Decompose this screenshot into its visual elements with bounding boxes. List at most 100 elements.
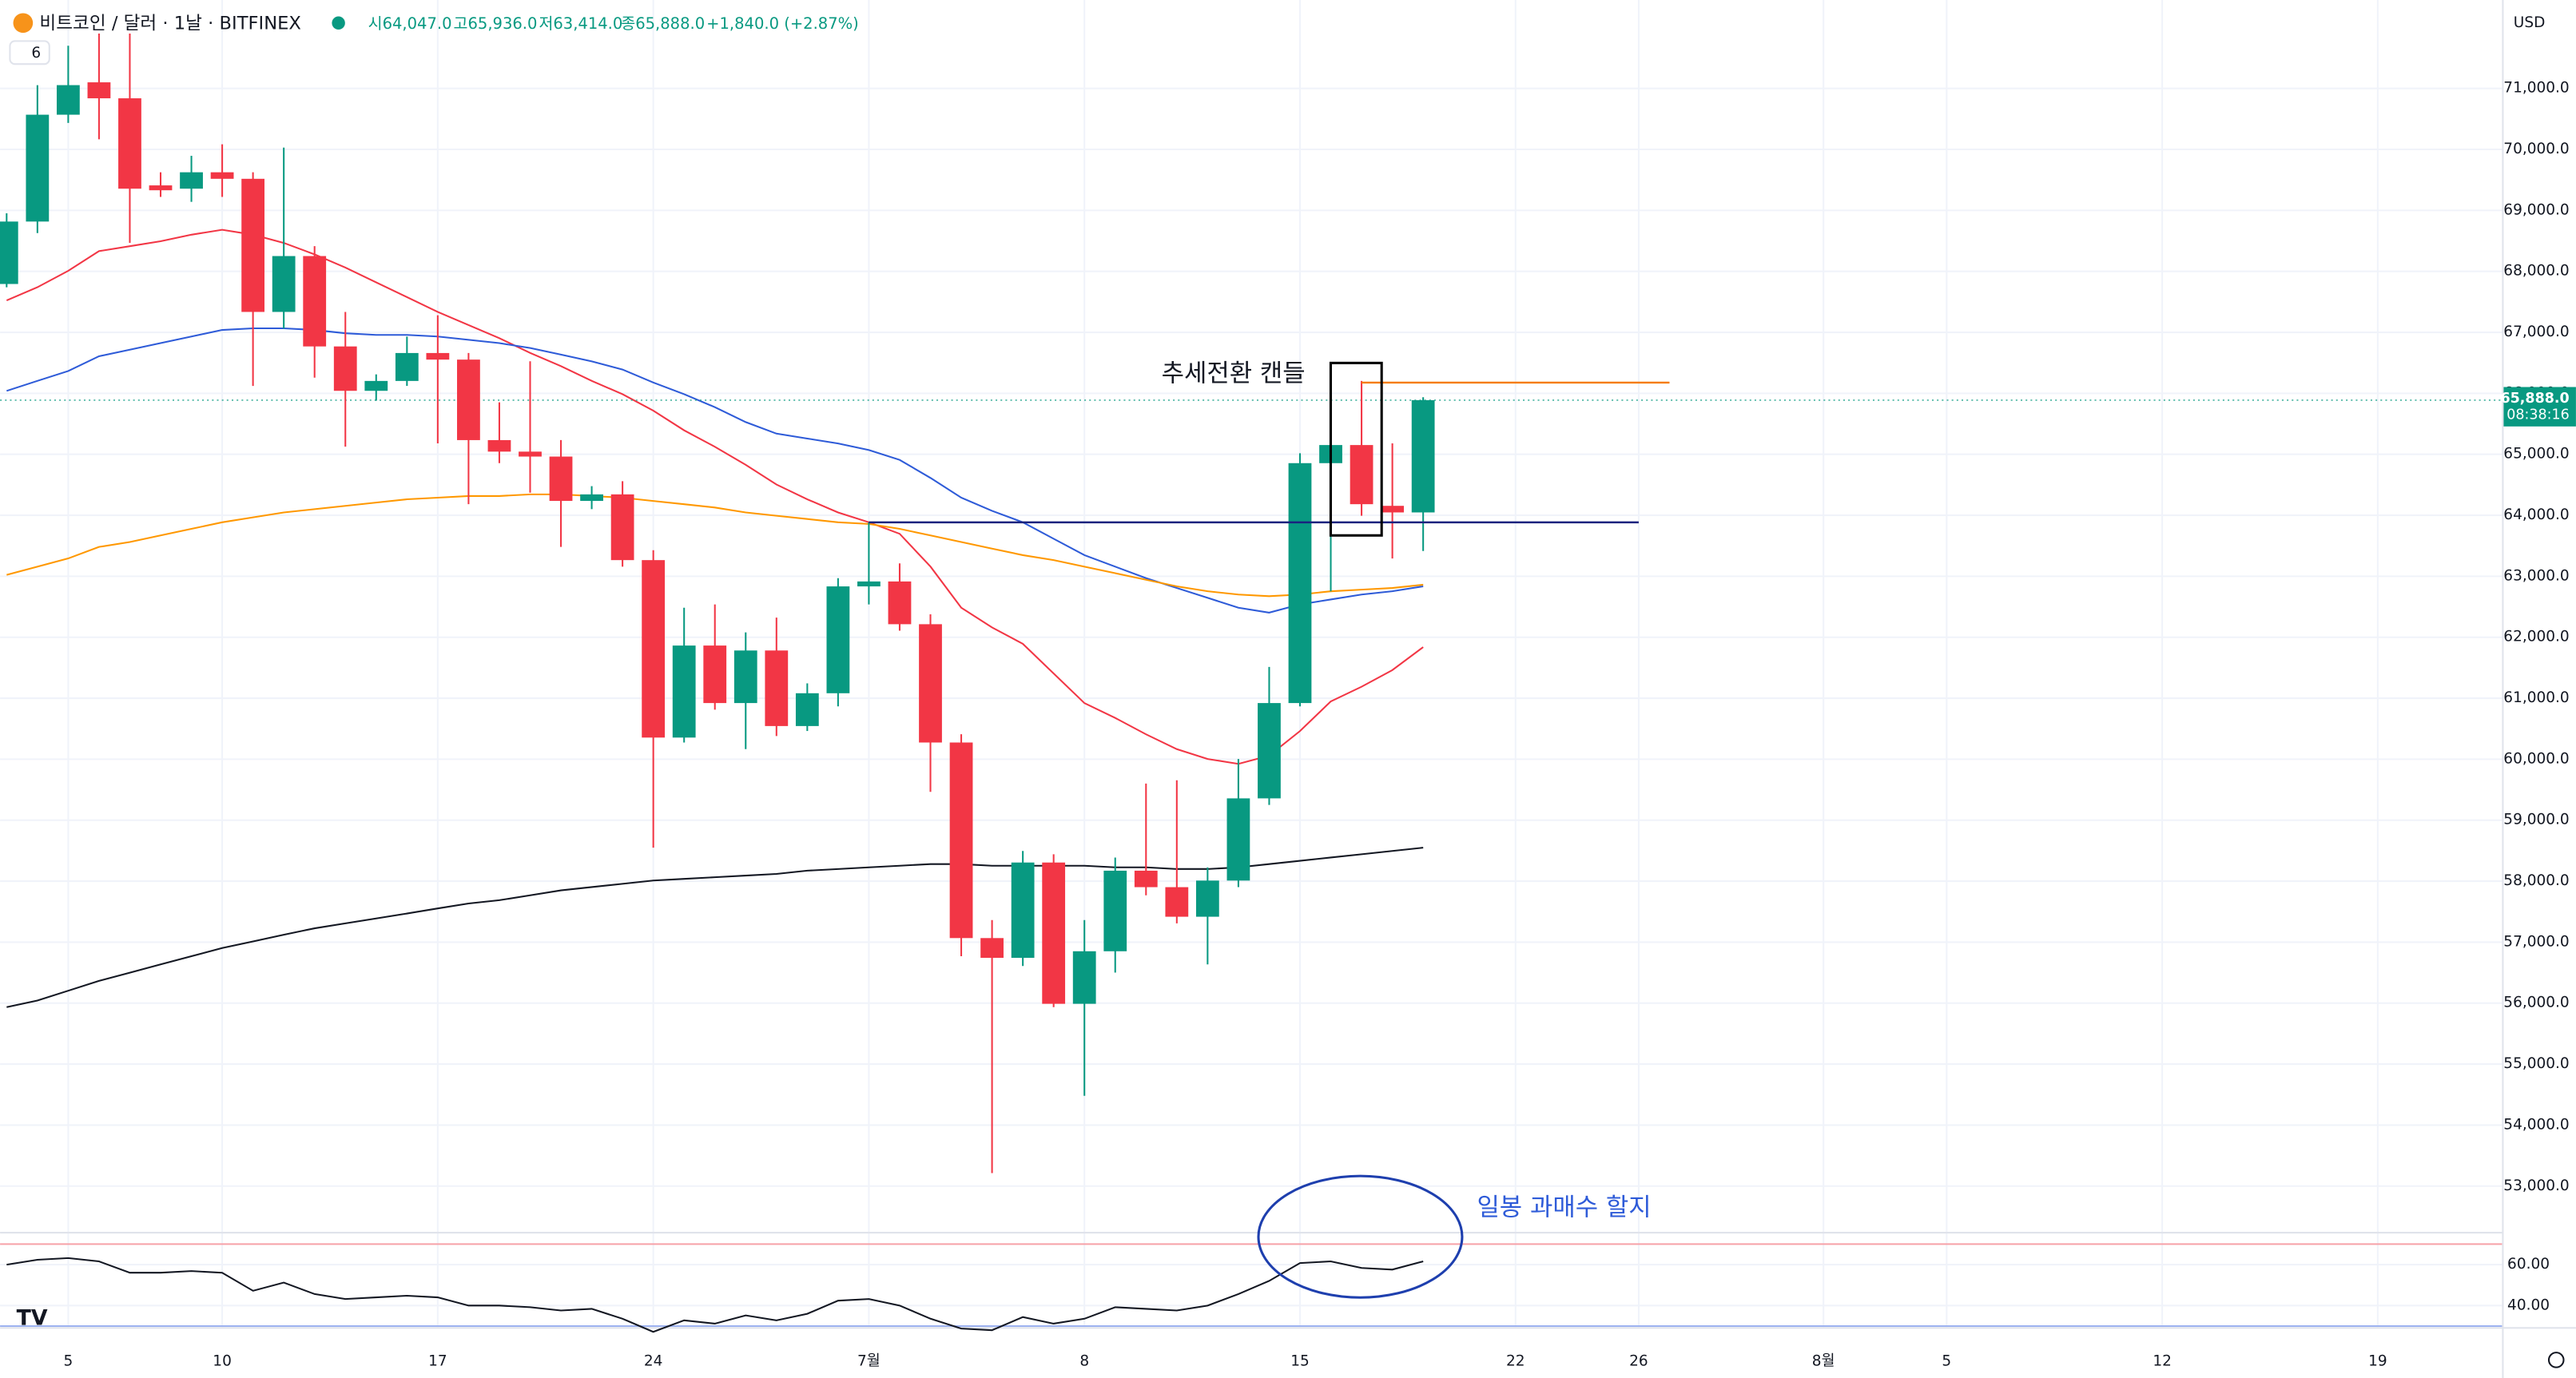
- moving-average: [6, 847, 1424, 1008]
- ohlc-high: 고65,936.0: [454, 14, 538, 32]
- x-tick-label: 24: [644, 1352, 663, 1369]
- candle-body: [610, 494, 634, 561]
- candle-body: [118, 98, 141, 189]
- candle-body: [487, 439, 511, 452]
- candle-body: [642, 560, 666, 738]
- plot: 53,000.0 54,000.0 55,000.0 56,000.0 57,000.0…: [0, 33, 2576, 1369]
- ohlc-open: 시64,047.0: [368, 14, 452, 32]
- candle-body: [395, 352, 419, 381]
- moving-average: [6, 493, 1424, 598]
- candle-body: [364, 380, 388, 391]
- y-tick-label: 53,000.0: [2503, 1177, 2569, 1194]
- x-tick-label: 22: [1506, 1352, 1525, 1369]
- x-tick-label: 5: [1942, 1352, 1951, 1369]
- indicator-count[interactable]: 6: [31, 45, 41, 62]
- y-tick-label: 61,000.0: [2503, 689, 2569, 706]
- candle-body: [765, 650, 789, 726]
- status-dot: [332, 16, 345, 30]
- y-tick-label: 57,000.0: [2503, 933, 2569, 950]
- y-tick-label: 64,000.0: [2503, 506, 2569, 523]
- symbol: 비트코인 / 달러 · 1날 · BITFINEX: [39, 13, 300, 34]
- moving-average: [6, 327, 1424, 614]
- x-tick-label: 8월: [1812, 1352, 1835, 1369]
- candle-body: [0, 221, 18, 284]
- ohlc: 시64,047.0 고65,936.0 저63,414.0 종65,888.0 …: [368, 14, 859, 32]
- y-tick-label: 59,000.0: [2503, 812, 2569, 828]
- candle-body: [272, 256, 296, 312]
- candle-body: [303, 256, 327, 347]
- ohlc-change: +1,840.0 (+2.87%): [706, 14, 859, 32]
- last-price-label: 65,888.0: [2500, 391, 2569, 407]
- last-price-tag: [2503, 387, 2576, 427]
- x-tick-label: 17: [428, 1352, 447, 1369]
- annotation-rsi: 일봉 과매수 할지: [1477, 1193, 1651, 1222]
- candle-body: [1226, 798, 1250, 881]
- y-tick-label: 62,000.0: [2503, 629, 2569, 645]
- candle-body: [1011, 862, 1035, 959]
- candle-body: [149, 185, 173, 191]
- candle-body: [1072, 951, 1096, 1004]
- y-tick-label: 58,000.0: [2503, 872, 2569, 889]
- candle-body: [919, 624, 942, 743]
- annotation-trend: 추세전환 캔들: [1162, 359, 1306, 387]
- y-tick-label: 54,000.0: [2503, 1116, 2569, 1133]
- candle-body: [457, 359, 480, 440]
- candle-body: [980, 938, 1004, 959]
- x-tick-label: 26: [1629, 1352, 1648, 1369]
- settings-icon[interactable]: [2547, 1352, 2565, 1368]
- countdown: 08:38:16: [2506, 407, 2569, 423]
- y-tick-label: 71,000.0: [2503, 80, 2569, 97]
- candle-body: [210, 172, 234, 179]
- y-tick-label: 63,000.0: [2503, 567, 2569, 584]
- candle-body: [703, 645, 727, 704]
- candle-body: [1103, 870, 1127, 951]
- x-tick-label: 8: [1079, 1352, 1089, 1369]
- candle-body: [672, 645, 696, 738]
- candle-body: [1258, 703, 1281, 799]
- y-tick-label: 55,000.0: [2503, 1055, 2569, 1072]
- candle-body: [949, 742, 973, 939]
- y-tick-label: 68,000.0: [2503, 263, 2569, 280]
- y-tick-label: 70,000.0: [2503, 141, 2569, 157]
- y-tick-label: 67,000.0: [2503, 324, 2569, 340]
- y-tick-label: 69,000.0: [2503, 201, 2569, 218]
- candle-body: [241, 178, 265, 312]
- candle-body: [1165, 887, 1189, 917]
- ohlc-close: 종65,888.0: [621, 14, 705, 32]
- currency[interactable]: USD: [2514, 14, 2546, 31]
- x-tick-label: 7월: [857, 1352, 881, 1369]
- x-tick-label: 19: [2368, 1352, 2387, 1369]
- x-tick-label: 5: [63, 1352, 73, 1369]
- y-tick-label: 60,000.0: [2503, 750, 2569, 767]
- y-tick-label: 56,000.0: [2503, 995, 2569, 1011]
- logo[interactable]: TV: [17, 1305, 48, 1330]
- x-tick-label: 12: [2153, 1352, 2172, 1369]
- candle-body: [1288, 463, 1312, 704]
- y-tick-label: 65,000.0: [2503, 446, 2569, 463]
- candle-body: [519, 451, 542, 457]
- candle-body: [733, 650, 757, 704]
- annotation-ellipse: [1257, 1174, 1464, 1299]
- x-tick-label: 15: [1290, 1352, 1310, 1369]
- candle-body: [888, 581, 912, 625]
- candle-body: [1134, 870, 1158, 888]
- rsi-tick-label: 40.00: [2507, 1297, 2550, 1313]
- candle-body: [1411, 399, 1435, 513]
- candle-body: [426, 352, 450, 360]
- highlight-box: [1329, 361, 1383, 537]
- candle-body: [826, 586, 850, 693]
- rsi-tick-label: 60.00: [2507, 1256, 2550, 1273]
- candle-body: [87, 82, 111, 99]
- candle-body: [1042, 862, 1066, 1004]
- candle-body: [580, 494, 603, 502]
- grid: [0, 0, 2502, 1328]
- candle-body: [333, 346, 357, 391]
- indicator-toggle[interactable]: [9, 40, 50, 66]
- x-tick-label: 10: [213, 1352, 232, 1369]
- candle-body: [180, 172, 203, 189]
- ohlc-low: 저63,414.0: [539, 14, 622, 32]
- candle-body: [795, 693, 819, 726]
- candle-body: [26, 114, 50, 222]
